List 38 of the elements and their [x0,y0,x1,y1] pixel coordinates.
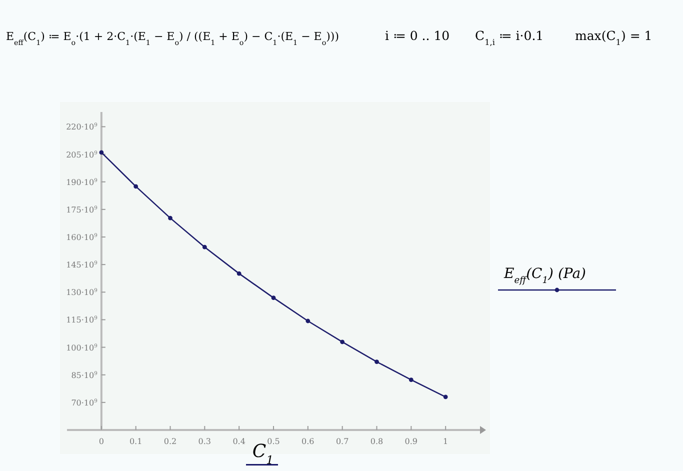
x-tick-label: 0.4 [232,437,246,446]
x-tick-label: 0 [98,437,104,446]
y-tick-label: 70·10$^{9}$ [71,398,98,408]
text: max(C$_{1}$) = 1 [575,28,652,47]
y-tick-label: 160·10$^{9}$ [66,232,98,242]
y-tick-label: 130·10$^{9}$ [66,288,98,298]
point [443,394,448,400]
x-tick-label: 0.1 [129,437,142,446]
y-tick-label: 145·10$^{9}$ [66,260,98,270]
y-tick-label: 100·10$^{9}$ [66,343,98,352]
y-tick-label: 85·10$^{9}$ [71,370,98,380]
point [202,244,207,250]
point [99,150,104,155]
text: E$_{eff}$(C$_{1}$) (Pa) [503,266,586,286]
text: C$_{1,i}$ ≔ i·0.1 [475,28,544,47]
x-tick-label: 1 [443,437,448,446]
point [271,296,276,300]
y-tick-label: 115·10$^{9}$ [66,316,98,325]
x-tick-label: 0.9 [404,437,418,446]
text: E$_{eff}$(C$_{1}$) ≔ E$_{o}$·(1 + 2·C$_{1}$·(E$_{1}$ − E$_{o}$) / ((E$_{1}$ + E$_{o}$) − C$_{1}$·(E$_{1}$ − E$_{o}$))) [6,30,340,46]
y-tick-label: 190·10$^{9}$ [66,178,98,187]
point [408,378,414,382]
x-tick-label: 0.6 [302,437,314,446]
text: i ≔ 0 .. 10 [385,28,450,43]
x-tick-label: 0.8 [370,437,384,446]
point [340,340,345,344]
point [236,271,242,276]
point [134,184,138,189]
point [374,360,379,364]
x-tick-label: 0.5 [267,437,280,446]
y-tick-label: 205·10$^{9}$ [66,150,98,160]
point [168,216,172,220]
x-tick-label: 0.7 [336,437,349,446]
y-tick-label: 175·10$^{9}$ [66,205,98,214]
point [306,318,310,324]
y-tick-label: 220·10$^{9}$ [66,122,98,132]
x-tick-label: 0.2 [164,437,177,446]
x-tick-label: 0.3 [198,437,212,446]
